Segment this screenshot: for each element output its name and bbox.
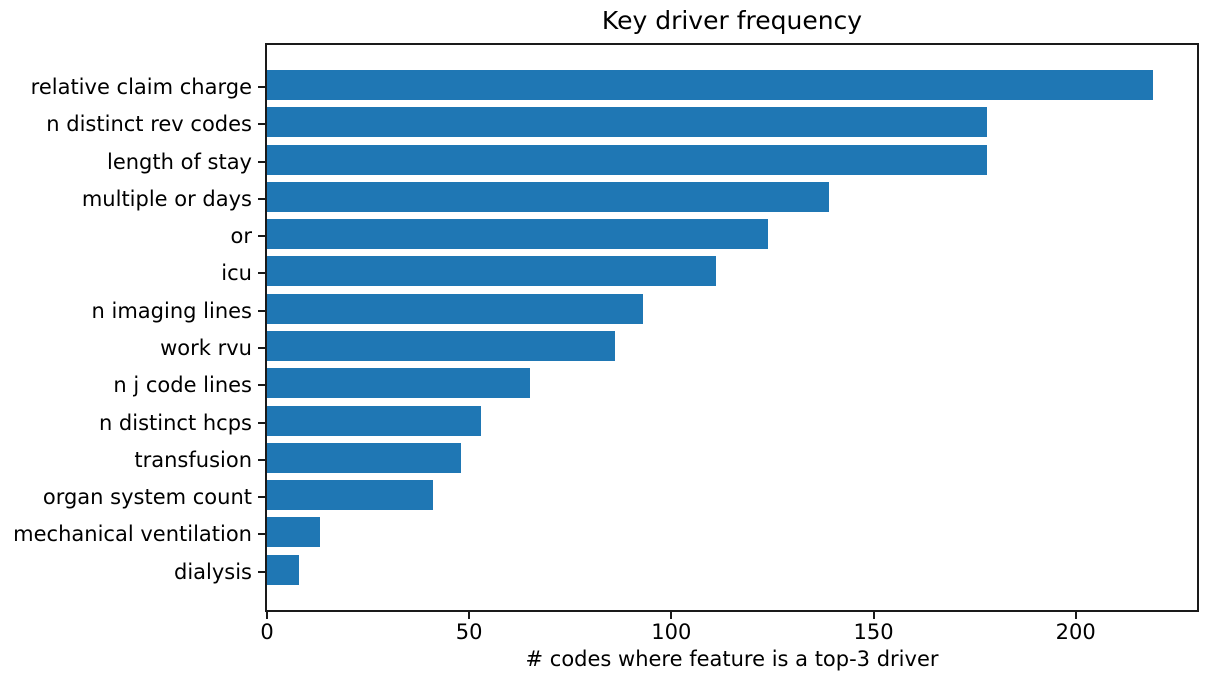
y-tick-mark	[258, 123, 266, 126]
y-tick-mark	[258, 496, 266, 499]
y-tick-label: relative claim charge	[30, 75, 252, 99]
x-tick-mark	[1074, 611, 1077, 619]
bar	[267, 256, 716, 287]
y-tick-label: n distinct rev codes	[46, 112, 252, 137]
y-tick-label: n distinct hcps	[98, 410, 252, 435]
plot-area	[265, 43, 1199, 612]
y-tick-mark	[258, 421, 266, 424]
y-tick-mark	[258, 272, 266, 275]
bar	[267, 219, 769, 250]
bar	[267, 107, 987, 138]
y-tick-label: organ system count	[42, 485, 252, 510]
x-tick-label: 100	[651, 620, 692, 644]
bar	[267, 442, 462, 473]
x-tick-label: 150	[853, 620, 894, 644]
x-tick-mark	[266, 611, 268, 619]
x-tick-mark	[468, 611, 471, 619]
y-tick-mark	[258, 458, 266, 461]
y-tick-mark	[258, 309, 266, 312]
chart-title: Key driver frequency	[601, 6, 863, 35]
x-tick-label: 0	[260, 620, 274, 644]
y-tick-label: multiple or days	[81, 186, 252, 211]
y-tick-mark	[258, 570, 266, 573]
y-tick-label: length of stay	[106, 149, 252, 174]
y-tick-mark	[258, 533, 266, 536]
y-tick-mark	[258, 384, 266, 387]
y-tick-label: icu	[221, 261, 252, 286]
bar	[267, 368, 530, 399]
y-tick-label: dialysis	[173, 559, 252, 584]
y-tick-label: transfusion	[134, 447, 252, 472]
y-tick-mark	[258, 160, 266, 163]
bar	[267, 330, 615, 361]
bar	[267, 405, 482, 436]
y-tick-mark	[258, 197, 266, 200]
bar	[267, 554, 300, 585]
x-axis-label: # codes where feature is a top-3 driver	[525, 647, 939, 671]
bar	[267, 144, 987, 175]
bar	[267, 181, 830, 212]
y-tick-mark	[258, 86, 266, 88]
x-tick-label: 50	[455, 620, 483, 644]
y-tick-label: n j code lines	[113, 373, 252, 398]
y-tick-label: or	[230, 224, 252, 249]
y-tick-label: n imaging lines	[91, 298, 252, 323]
x-tick-label: 200	[1055, 620, 1096, 644]
x-tick-mark	[872, 611, 875, 619]
bar	[267, 480, 433, 511]
y-tick-mark	[258, 235, 266, 238]
y-tick-label: mechanical ventilation	[13, 522, 252, 547]
bar	[267, 70, 1153, 100]
x-tick-mark	[670, 611, 673, 619]
bar	[267, 517, 320, 548]
bar	[267, 293, 644, 324]
y-tick-label: work rvu	[160, 335, 252, 360]
y-tick-mark	[258, 346, 266, 349]
